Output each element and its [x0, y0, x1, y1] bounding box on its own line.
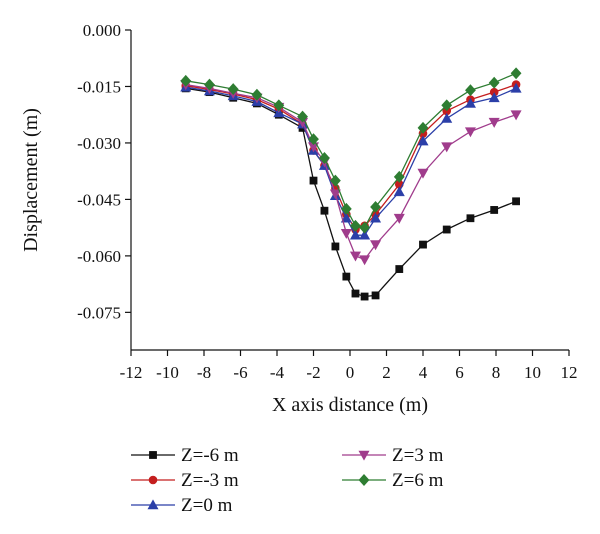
x-tick-label: -8	[197, 363, 211, 382]
data-point	[360, 292, 369, 301]
data-point	[351, 289, 360, 298]
data-point	[371, 291, 380, 300]
data-point	[510, 67, 522, 80]
data-point	[441, 142, 453, 153]
y-tick-label: -0.060	[77, 247, 121, 266]
x-axis-title: X axis distance (m)	[272, 394, 428, 416]
data-point	[417, 135, 429, 146]
data-point	[488, 76, 500, 89]
series-layer	[180, 67, 522, 301]
legend-label: Z=-6 m	[181, 445, 239, 466]
x-tick-label: 4	[419, 363, 428, 382]
data-point	[419, 240, 427, 249]
x-tick-label: 10	[524, 363, 541, 382]
data-point	[441, 99, 453, 112]
data-point	[329, 189, 341, 200]
x-tick-label: -6	[233, 363, 247, 382]
legend-marker	[358, 450, 370, 461]
data-point	[464, 127, 476, 138]
data-point	[510, 110, 522, 121]
data-point	[251, 88, 263, 101]
data-point	[417, 168, 429, 179]
series-line	[185, 87, 517, 298]
series-4	[180, 80, 522, 266]
x-tick-label: -4	[270, 363, 285, 382]
data-point	[465, 84, 476, 97]
legend-marker	[358, 474, 370, 486]
data-point	[320, 206, 329, 215]
legend-item: Z=6 m	[342, 470, 444, 491]
data-point	[442, 225, 451, 234]
data-point	[340, 202, 352, 215]
series-1	[181, 84, 520, 301]
legend-item: Z=3 m	[342, 445, 444, 466]
data-point	[227, 83, 239, 96]
data-point	[340, 228, 352, 239]
x-tick-label: 2	[382, 363, 391, 382]
y-tick-label: -0.075	[77, 303, 121, 322]
data-point	[370, 240, 382, 251]
data-point	[393, 186, 405, 197]
x-tick-label: 0	[346, 363, 355, 382]
data-point	[395, 265, 404, 273]
data-point	[297, 110, 308, 123]
x-tick-label: -10	[156, 363, 179, 382]
legend-marker	[147, 499, 159, 510]
data-point	[342, 272, 351, 281]
data-point	[370, 212, 382, 223]
legend-marker	[148, 475, 158, 485]
axes: 0.000 -0.015 -0.030 -0.045 -0.060 -0.075 -12 -1…	[77, 21, 577, 382]
legend-item: Z=0 m	[131, 495, 233, 516]
y-axis-title: Displacement (m)	[20, 108, 42, 252]
y-tick-label: -0.045	[77, 190, 121, 209]
data-point	[180, 74, 192, 87]
data-point	[488, 117, 500, 128]
x-tick-label: 8	[492, 363, 501, 382]
data-point	[349, 251, 361, 262]
y-tick-label: -0.015	[77, 77, 121, 96]
data-point	[359, 229, 371, 240]
series-5	[180, 67, 522, 234]
data-point	[370, 200, 381, 213]
x-tick-label: 12	[561, 363, 578, 382]
data-point	[350, 219, 361, 232]
data-point	[359, 255, 371, 266]
legend-item: Z=-3 m	[131, 470, 239, 491]
data-point	[393, 213, 405, 224]
legend-label: Z=0 m	[181, 495, 233, 516]
y-tick-label: -0.030	[77, 134, 121, 153]
data-point	[273, 99, 285, 112]
legend-label: Z=6 m	[392, 470, 444, 491]
data-point	[393, 170, 405, 183]
data-point	[441, 112, 453, 123]
data-point	[464, 97, 476, 108]
legend-item: Z=-6 m	[131, 445, 239, 466]
x-tick-label: -12	[120, 363, 143, 382]
legend: Z=-6 m Z=-3 m Z=0 m Z=3 m Z=6 m	[131, 445, 444, 516]
data-point	[340, 212, 352, 223]
y-tick-label: 0.000	[83, 21, 121, 40]
legend-marker	[149, 451, 157, 459]
data-point	[331, 242, 340, 251]
data-point	[204, 78, 215, 91]
data-point	[466, 214, 475, 223]
data-point	[329, 174, 341, 187]
data-point	[349, 229, 361, 240]
data-point	[510, 82, 522, 93]
data-point	[488, 92, 500, 103]
legend-label: Z=-3 m	[181, 470, 239, 491]
x-tick-label: -2	[306, 363, 320, 382]
series-line	[185, 86, 517, 236]
data-point	[490, 206, 499, 214]
data-point	[319, 152, 330, 164]
data-point	[512, 197, 520, 206]
data-point	[417, 121, 429, 134]
legend-label: Z=3 m	[392, 445, 444, 466]
series-line	[185, 83, 517, 261]
data-point	[308, 133, 319, 146]
x-tick-label: 6	[455, 363, 464, 382]
data-point	[359, 221, 371, 234]
data-point	[309, 176, 318, 185]
